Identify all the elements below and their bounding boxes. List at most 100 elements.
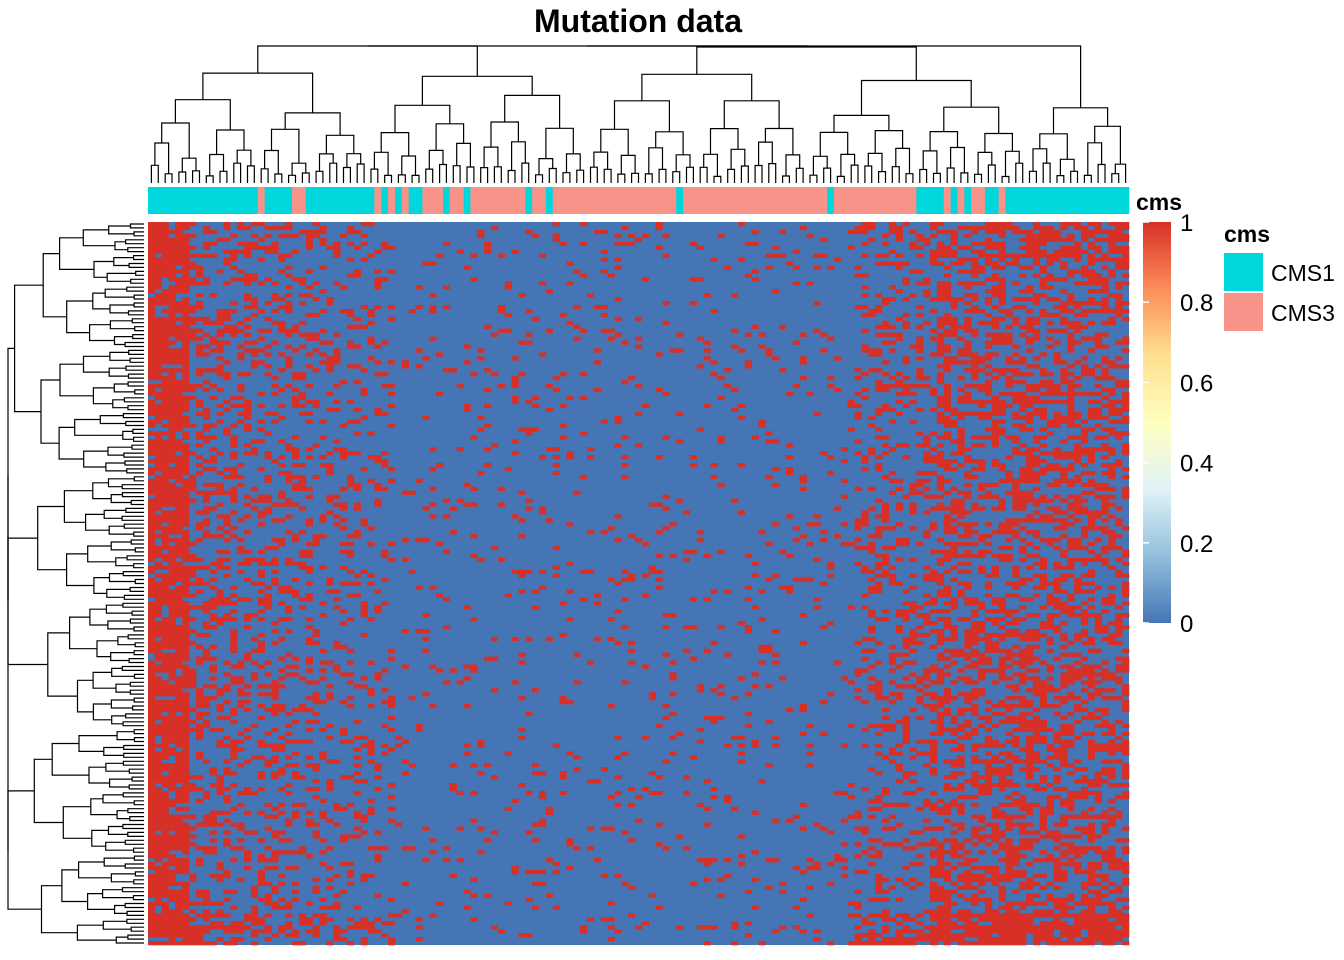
heatmap-cell xyxy=(168,577,176,582)
heatmap-cell xyxy=(1053,304,1061,310)
heatmap-cell xyxy=(971,652,979,657)
heatmap-cell xyxy=(930,387,938,393)
heatmap-cell xyxy=(1067,407,1075,412)
heatmap-cell xyxy=(566,451,574,456)
heatmap-cell xyxy=(943,648,951,653)
heatmap-cell xyxy=(1074,538,1082,543)
heatmap-cell xyxy=(154,403,163,408)
heatmap-cell xyxy=(1122,348,1130,353)
heatmap-cell xyxy=(223,684,231,689)
heatmap-cell xyxy=(175,692,183,697)
heatmap-cell xyxy=(1094,688,1102,693)
heatmap-cell xyxy=(175,696,183,701)
heatmap-cell xyxy=(957,399,965,405)
heatmap-cell xyxy=(1005,522,1013,527)
heatmap-cell xyxy=(916,269,924,274)
heatmap-cell xyxy=(882,372,890,377)
heatmap-cell xyxy=(257,739,265,744)
heatmap-cell xyxy=(1074,668,1082,673)
heatmap-cell xyxy=(216,593,224,598)
heatmap-cell xyxy=(1060,715,1068,721)
heatmap-cell xyxy=(292,561,300,567)
heatmap-cell xyxy=(1115,573,1123,578)
heatmap-cell xyxy=(429,447,437,452)
heatmap-cell xyxy=(717,624,725,630)
column-dendrogram-branch xyxy=(878,171,887,183)
heatmap-cell xyxy=(1032,735,1041,740)
heatmap-cell xyxy=(230,328,238,333)
heatmap-cell xyxy=(978,605,986,610)
heatmap-cell xyxy=(950,297,958,302)
heatmap-cell xyxy=(346,324,355,329)
heatmap-cell xyxy=(1039,229,1047,235)
heatmap-cell xyxy=(154,534,163,539)
heatmap-cell xyxy=(292,474,300,480)
heatmap-cell xyxy=(511,383,519,389)
heatmap-cell xyxy=(984,387,993,393)
annotation-cell xyxy=(532,187,540,214)
heatmap-cell xyxy=(1067,419,1075,424)
heatmap-cell xyxy=(1053,399,1061,405)
heatmap-cell xyxy=(161,399,169,405)
heatmap-cell xyxy=(950,233,958,239)
heatmap-cell xyxy=(1094,336,1102,341)
heatmap-cell xyxy=(1019,245,1027,250)
heatmap-cell xyxy=(751,324,759,329)
heatmap-cell xyxy=(182,719,190,725)
heatmap-cell xyxy=(936,261,945,266)
heatmap-cell xyxy=(209,601,217,606)
heatmap-cell xyxy=(861,510,869,515)
heatmap-cell xyxy=(971,502,979,507)
heatmap-cell xyxy=(1046,237,1054,243)
heatmap-cell xyxy=(161,257,169,262)
annotation-cell xyxy=(559,187,567,214)
heatmap-cell xyxy=(882,360,890,365)
heatmap-cell xyxy=(202,380,211,385)
heatmap-cell xyxy=(168,241,176,246)
heatmap-cell xyxy=(923,459,931,464)
heatmap-cell xyxy=(1053,455,1061,460)
heatmap-cell xyxy=(189,320,197,326)
heatmap-cell xyxy=(621,380,629,385)
heatmap-cell xyxy=(1012,585,1020,590)
heatmap-cell xyxy=(957,676,965,681)
heatmap-cell xyxy=(854,403,862,408)
heatmap-cell xyxy=(209,348,217,353)
heatmap-cell xyxy=(182,542,190,547)
heatmap-cell xyxy=(175,684,183,689)
heatmap-cell xyxy=(936,399,945,405)
heatmap-cell xyxy=(161,490,169,495)
annotation-cell xyxy=(175,187,183,214)
heatmap-cell xyxy=(1012,573,1020,578)
annotation-cell xyxy=(545,187,554,214)
heatmap-cell xyxy=(1080,435,1089,440)
heatmap-cell xyxy=(1019,696,1027,701)
heatmap-cell xyxy=(223,688,231,693)
heatmap-cell xyxy=(751,739,759,744)
heatmap-cell xyxy=(182,399,190,405)
heatmap-cell xyxy=(628,577,636,582)
heatmap-cell xyxy=(175,739,183,744)
heatmap-cell xyxy=(175,443,183,448)
heatmap-cell xyxy=(257,237,265,243)
heatmap-cell xyxy=(298,332,307,337)
heatmap-cell xyxy=(298,597,307,602)
heatmap-cell xyxy=(648,565,656,570)
heatmap-cell xyxy=(216,482,224,487)
heatmap-cell xyxy=(1101,731,1109,736)
heatmap-cell xyxy=(175,731,183,736)
heatmap-cell xyxy=(1012,320,1020,326)
heatmap-cell xyxy=(1080,700,1089,705)
row-dendrogram-branch xyxy=(104,288,135,298)
heatmap-cell xyxy=(168,407,176,412)
heatmap-cell xyxy=(1101,530,1109,535)
row-dendrogram-branch xyxy=(130,539,144,545)
heatmap-cell xyxy=(902,589,910,594)
heatmap-cell xyxy=(1074,510,1082,515)
annotation-cell xyxy=(895,187,903,214)
heatmap-cell xyxy=(168,490,176,495)
heatmap-cell xyxy=(374,672,382,677)
heatmap-cell xyxy=(957,652,965,657)
heatmap-cell xyxy=(1094,621,1102,626)
heatmap-cell xyxy=(991,407,999,412)
